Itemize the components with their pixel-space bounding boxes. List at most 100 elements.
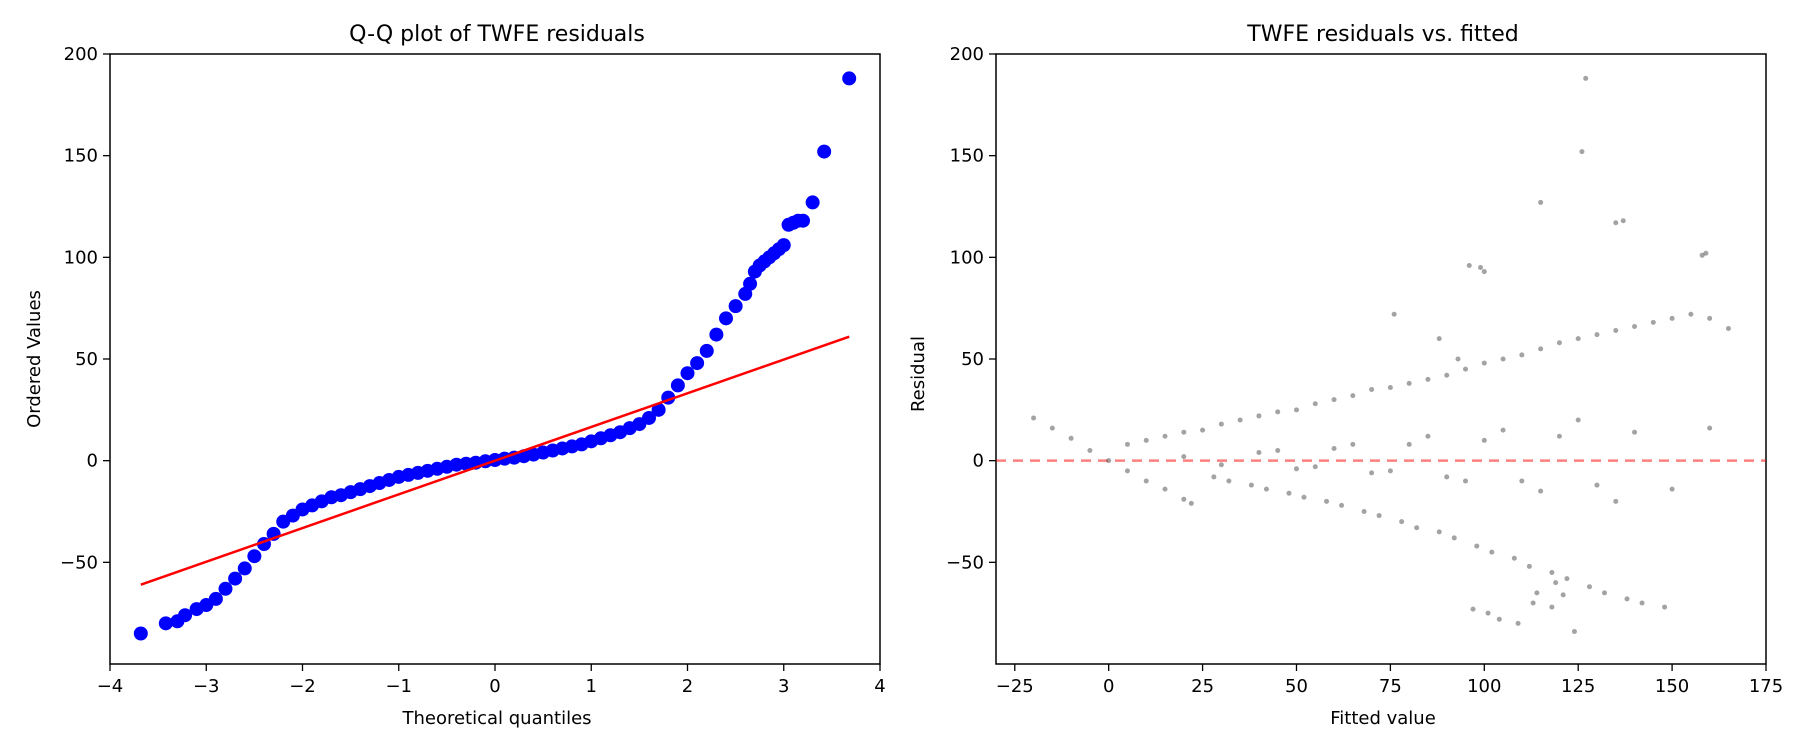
data-point <box>1669 486 1675 492</box>
data-point <box>1613 328 1619 334</box>
data-point <box>1181 454 1187 460</box>
data-point <box>1181 496 1187 502</box>
data-point <box>1594 482 1600 488</box>
data-point <box>1350 393 1356 399</box>
data-point <box>709 327 724 342</box>
qq-plot-points <box>133 71 857 641</box>
data-point <box>1406 380 1412 386</box>
data-point <box>1275 409 1281 415</box>
data-point <box>1087 448 1093 453</box>
data-point <box>1068 435 1074 441</box>
data-point <box>1553 580 1559 586</box>
data-point <box>805 195 820 210</box>
data-point <box>1124 468 1130 474</box>
data-point <box>237 561 252 576</box>
data-point <box>1339 502 1345 508</box>
data-point <box>1226 478 1232 484</box>
x-tick-label: −2 <box>289 676 316 697</box>
data-point <box>1725 326 1731 331</box>
data-point <box>1594 332 1600 338</box>
data-point <box>1474 543 1480 549</box>
data-point <box>1707 315 1713 321</box>
data-point <box>1515 620 1521 626</box>
data-point <box>1613 498 1619 504</box>
data-point <box>743 276 758 291</box>
data-point <box>1575 417 1581 423</box>
y-tick-label: 100 <box>950 247 984 268</box>
data-point <box>228 571 243 586</box>
data-point <box>1031 415 1037 421</box>
data-point <box>1361 509 1367 514</box>
data-point <box>1376 513 1382 519</box>
data-point <box>1519 478 1525 484</box>
data-point <box>1478 265 1484 270</box>
data-point <box>1511 555 1517 561</box>
data-point <box>1571 628 1577 634</box>
y-tick-label: 200 <box>64 44 98 65</box>
data-point <box>1256 450 1262 456</box>
x-tick-label: 125 <box>1561 676 1595 697</box>
x-tick-label: 0 <box>1103 676 1114 697</box>
qq-plot-y-axis: −50 0 50 100 150 200 <box>60 44 110 573</box>
data-point <box>1387 384 1393 390</box>
data-point <box>1481 437 1487 443</box>
y-tick-label: 100 <box>64 247 98 268</box>
data-point <box>1399 519 1405 525</box>
data-point <box>1301 494 1307 500</box>
data-point <box>719 311 733 326</box>
data-point <box>1620 218 1626 224</box>
data-point <box>158 616 173 631</box>
data-point <box>1406 441 1412 447</box>
data-point <box>1391 311 1397 317</box>
data-point <box>1444 372 1450 378</box>
data-point <box>1286 490 1292 496</box>
data-point <box>1560 592 1566 598</box>
data-point <box>1188 500 1194 506</box>
data-point <box>776 238 791 253</box>
x-tick-label: −1 <box>385 676 412 697</box>
x-tick-label: −3 <box>193 676 220 697</box>
residuals-y-label: Residual <box>908 336 929 412</box>
data-point <box>1624 596 1630 602</box>
data-point <box>1106 458 1112 464</box>
data-point <box>1293 407 1299 413</box>
data-point <box>1632 323 1638 329</box>
data-point <box>1425 376 1431 382</box>
x-tick-label: −25 <box>996 676 1034 697</box>
data-point <box>1470 606 1476 612</box>
data-point <box>218 581 233 596</box>
data-point <box>1211 474 1217 480</box>
data-point <box>208 591 223 606</box>
data-point <box>1662 604 1668 610</box>
data-point <box>1218 421 1224 427</box>
data-point <box>1699 252 1705 258</box>
y-tick-label: 50 <box>75 349 98 370</box>
y-tick-label: −50 <box>946 552 984 573</box>
qq-plot-x-label: Theoretical quantiles <box>401 708 591 729</box>
data-point <box>1218 462 1224 468</box>
data-point <box>690 356 705 371</box>
data-point <box>1466 262 1472 268</box>
data-point <box>1538 199 1544 205</box>
data-point <box>1162 433 1168 439</box>
y-tick-label: 0 <box>973 451 984 472</box>
x-tick-label: 50 <box>1285 676 1308 697</box>
x-tick-label: −4 <box>97 676 124 697</box>
data-point <box>1444 474 1450 480</box>
data-point <box>178 608 193 623</box>
data-point <box>1703 250 1709 256</box>
data-point <box>1143 437 1149 443</box>
data-point <box>1436 336 1442 342</box>
x-tick-label: 25 <box>1191 676 1214 697</box>
data-point <box>1586 584 1592 590</box>
data-point <box>1369 387 1375 392</box>
data-point <box>1549 604 1555 610</box>
data-point <box>728 299 743 314</box>
residuals-title: TWFE residuals vs. fitted <box>1246 22 1518 47</box>
data-point <box>1526 563 1532 569</box>
data-point <box>1481 269 1487 275</box>
data-point <box>1519 352 1525 358</box>
x-tick-label: 100 <box>1467 676 1501 697</box>
residuals-x-label: Fitted value <box>1330 708 1436 729</box>
data-point <box>796 213 810 228</box>
